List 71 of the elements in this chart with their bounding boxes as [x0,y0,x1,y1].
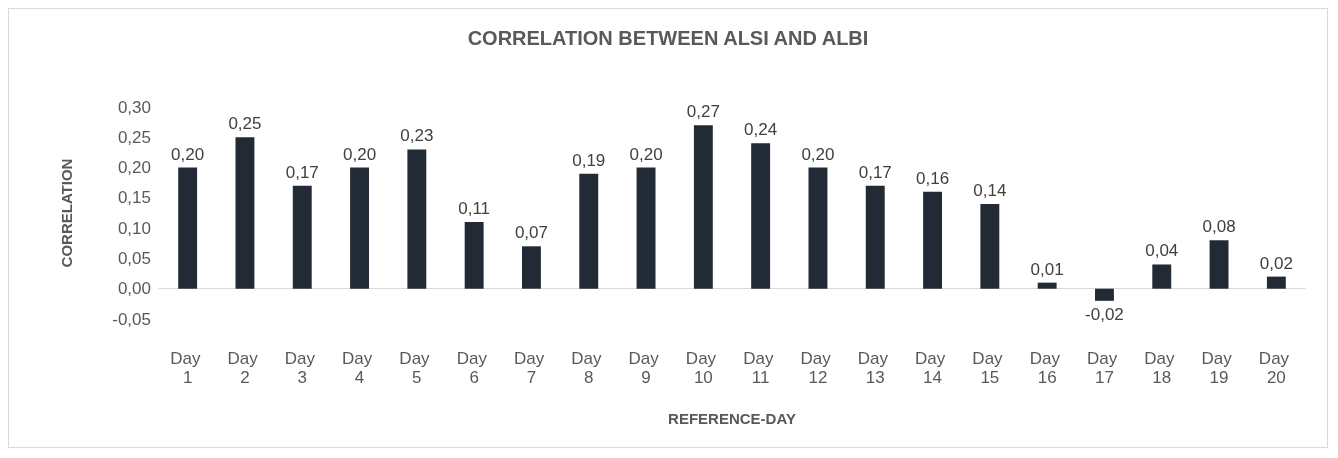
x-tick-label: Day 1 [170,349,206,387]
x-tick-label: Day 9 [628,349,664,387]
x-tick-label: Day 18 [1144,349,1180,387]
data-label: 0,17 [858,162,892,182]
data-label: -0,02 [1085,304,1124,324]
x-tick-label: Day 14 [915,349,951,387]
data-label: 0,11 [458,199,491,219]
x-tick-label: Day 19 [1201,349,1237,387]
x-tick-label: Day 4 [342,349,378,387]
bar [1095,288,1114,301]
bar [1266,276,1286,289]
bar [865,185,885,289]
bar [407,149,427,289]
data-label: 0,27 [686,102,720,122]
data-label: 0,25 [228,114,262,134]
data-label: 0,20 [801,144,835,164]
bar [292,185,312,289]
data-label: 0,20 [171,144,205,164]
bar [464,222,484,289]
data-label: 0,23 [400,126,434,146]
data-label: 0,07 [514,223,548,243]
y-tick-label: 0,25 [117,127,151,147]
data-label: 0,20 [629,144,663,164]
data-label: 0,17 [285,162,319,182]
chart-title: CORRELATION BETWEEN ALSI AND ALBI [467,27,869,49]
bar [693,125,713,289]
x-tick-label: Day 17 [1086,349,1122,387]
y-tick-label: 0,10 [117,218,151,238]
x-tick-label: Day 2 [227,349,263,387]
bar [808,167,828,289]
y-tick-label: -0,05 [112,309,151,329]
x-tick-label: Day 16 [1029,349,1065,387]
bar [579,173,599,289]
bar [923,191,942,289]
bar [522,246,541,289]
x-tick-label: Day 10 [685,349,721,387]
data-label: 0,24 [744,120,778,140]
y-tick-label: 0,20 [117,158,151,178]
y-tick-label: 0,00 [117,279,151,299]
bar [1037,282,1057,289]
x-tick-label: Day 3 [284,349,320,387]
y-tick-label: 0,15 [117,188,151,208]
data-label: 0,14 [973,180,1007,200]
x-axis-title: REFERENCE-DAY [668,410,796,427]
y-axis-title: CORRELATION [58,158,75,268]
data-label: 0,16 [916,168,950,188]
data-label: 0,04 [1145,241,1179,261]
x-tick-label: Day 8 [571,349,607,387]
x-tick-label: Day 15 [972,349,1008,387]
y-tick-label: 0,30 [117,97,151,117]
bar [1152,264,1172,289]
x-tick-label: Day 6 [456,349,492,387]
x-tick-label: Day 12 [800,349,836,387]
x-tick-label: Day 11 [743,349,779,387]
data-label: 0,02 [1259,253,1293,273]
x-tick-label: Day 5 [399,349,435,387]
bar [350,167,369,289]
data-label: 0,08 [1202,217,1236,237]
data-label: 0,19 [572,150,606,170]
bar [178,167,198,289]
x-tick-label: Day 20 [1258,349,1294,387]
bar [1209,240,1229,289]
x-tick-label: Day 13 [857,349,893,387]
bar [751,143,771,289]
data-label: 0,01 [1030,259,1064,279]
bar [235,137,255,289]
data-label: 0,20 [343,144,377,164]
bar [980,203,1000,289]
x-tick-label: Day 7 [513,349,549,387]
y-tick-label: 0,05 [117,248,151,268]
bar [636,167,656,289]
